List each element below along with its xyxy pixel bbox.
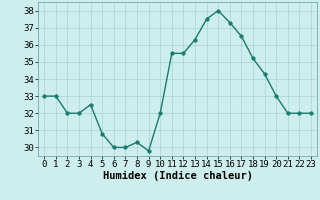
X-axis label: Humidex (Indice chaleur): Humidex (Indice chaleur)	[103, 171, 252, 181]
